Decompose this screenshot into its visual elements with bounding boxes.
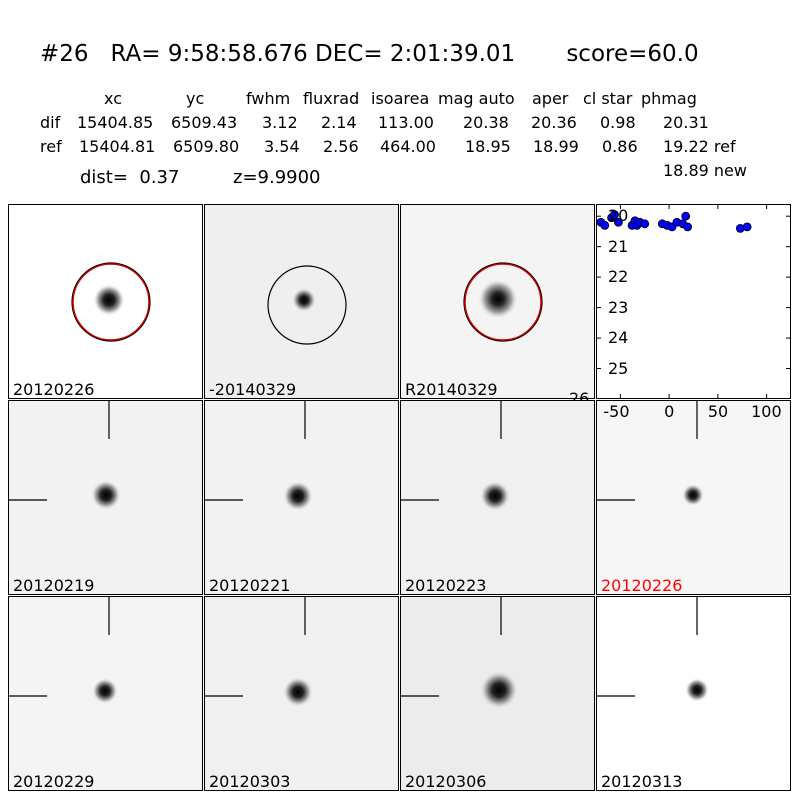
data-point: [681, 211, 691, 221]
table-cell: 20.31: [663, 113, 709, 132]
table-cell: 3.54: [264, 137, 300, 156]
cutout-image: [597, 401, 704, 506]
table-header: phmag: [641, 89, 697, 108]
stamp-new: 20120226: [8, 204, 203, 399]
table-header: mag auto: [438, 89, 515, 108]
data-point: [742, 222, 752, 232]
table-cell: 2.14: [321, 113, 357, 132]
table-cell: 464.00: [380, 137, 436, 156]
cutout-label: 20120229: [13, 772, 95, 791]
table-cell: 20.36: [531, 113, 577, 132]
cutout-image: [205, 597, 313, 707]
cutout-panel: 20120219: [8, 400, 203, 595]
table-row-label: dif: [40, 113, 61, 132]
phmag-new: 18.89 new: [663, 161, 747, 180]
table-cell: 6509.80: [173, 137, 240, 156]
stamp-ref-image: [463, 262, 543, 342]
x-tick-label: 100: [751, 402, 782, 421]
stamp-diff: -20140329: [204, 204, 399, 399]
y-tick-label: 23: [608, 297, 629, 317]
cutout-label: 20120219: [13, 576, 95, 595]
y-tick-label: 21: [608, 236, 629, 256]
x-tick-label: 50: [707, 402, 729, 421]
table-cell: 15404.81: [79, 137, 156, 156]
candidate-title: #26 RA= 9:58:58.676 DEC= 2:01:39.01 scor…: [40, 41, 699, 67]
table-cell: 20.38: [463, 113, 509, 132]
table-cell: 15404.85: [77, 113, 154, 132]
cutout-panel: 20120226: [596, 400, 791, 595]
z-text: z=9.9900: [233, 167, 321, 188]
table-header: fwhm: [246, 89, 291, 108]
dist-text: dist= 0.37: [80, 167, 180, 188]
y-tick-label: 25: [608, 358, 629, 378]
cutout-label: 20120221: [209, 576, 291, 595]
table-cell: 18.99: [533, 137, 579, 156]
cutout-panel: 20120223: [400, 400, 595, 595]
stamp-label: -20140329: [209, 380, 297, 399]
stamp-label: 20120226: [13, 380, 95, 399]
data-point: [614, 217, 623, 227]
cutout-panel: 20120306: [400, 596, 595, 791]
stamp-new-image: [71, 262, 151, 342]
data-point: [640, 219, 650, 229]
cutout-panel: 20120229: [8, 596, 203, 791]
table-cell: 0.86: [602, 137, 638, 156]
y-tick-label: 22: [608, 267, 629, 287]
cutout-image: [401, 401, 510, 511]
table-header: aper: [532, 89, 569, 108]
stamp-ref: R20140329: [400, 204, 595, 399]
table-cell: 18.95: [465, 137, 511, 156]
cutout-label: 20120303: [209, 772, 291, 791]
plot-frame: [596, 204, 791, 399]
y-tick-label: 24: [608, 328, 629, 348]
cutout-image: [401, 597, 518, 709]
table-header: isoarea: [371, 89, 430, 108]
stamp-diff-image: [267, 265, 347, 345]
table-header: fluxrad: [303, 89, 360, 108]
table-header: xc: [104, 89, 122, 108]
cutout-image: [205, 401, 313, 511]
cutout-label: 20120226: [601, 576, 683, 595]
table-cell: 0.98: [600, 113, 636, 132]
data-point: [610, 210, 619, 220]
cutout-label: 20120313: [601, 772, 683, 791]
table-cell: 19.22 ref: [663, 137, 736, 156]
cutout-panel: 20120303: [204, 596, 399, 791]
x-tick-label: -50: [603, 402, 630, 421]
cutout-label: 20120306: [405, 772, 487, 791]
cutout-panel: 20120221: [204, 400, 399, 595]
table-cell: 2.56: [323, 137, 359, 156]
x-tick-label: 0: [664, 402, 675, 421]
light-curve-plot: 20 21 22 23 24 25 26: [569, 204, 791, 408]
table-row-label: ref: [40, 137, 62, 156]
cutout-image: [9, 401, 121, 510]
cutout-image: [597, 597, 709, 702]
table-cell: 113.00: [378, 113, 434, 132]
table-header: cl star: [583, 89, 633, 108]
y-tick-label: 20: [608, 206, 629, 226]
table-header: yc: [186, 89, 205, 108]
data-point: [600, 220, 610, 230]
data-point: [683, 222, 693, 232]
stamp-label: R20140329: [405, 380, 498, 399]
cutout-label: 20120223: [405, 576, 487, 595]
cutout-image: [9, 597, 118, 704]
cutout-panel: 20120313: [596, 596, 791, 791]
table-cell: 3.12: [262, 113, 298, 132]
table-cell: 6509.43: [171, 113, 238, 132]
light-curve-canvas: [596, 204, 791, 399]
